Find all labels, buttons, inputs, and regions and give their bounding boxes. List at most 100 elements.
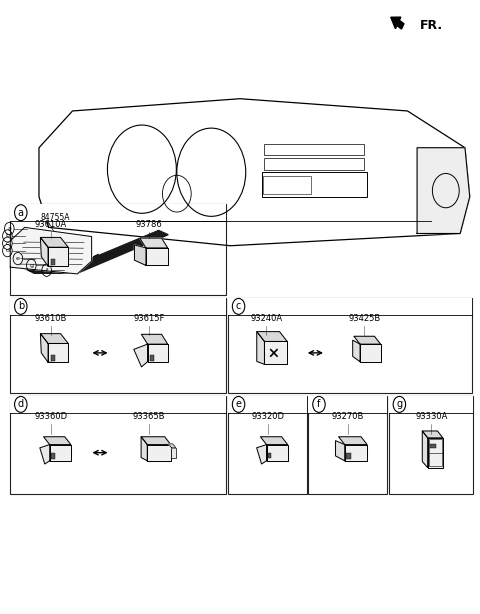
Bar (51, 258, 55, 265)
Text: c: c (6, 241, 9, 246)
Polygon shape (338, 437, 367, 445)
Polygon shape (147, 344, 168, 362)
Polygon shape (168, 444, 176, 448)
Polygon shape (24, 230, 168, 273)
Polygon shape (40, 333, 68, 343)
Text: b: b (18, 301, 24, 311)
Polygon shape (336, 441, 345, 460)
FancyBboxPatch shape (10, 298, 226, 393)
Polygon shape (134, 344, 147, 367)
Polygon shape (422, 431, 428, 467)
Polygon shape (428, 438, 443, 467)
Polygon shape (257, 332, 287, 341)
Polygon shape (141, 437, 147, 460)
Bar (264, 144, 364, 155)
Bar (51, 453, 55, 459)
Polygon shape (48, 343, 68, 362)
Text: e: e (236, 399, 241, 410)
FancyBboxPatch shape (389, 396, 473, 494)
Text: a: a (18, 208, 24, 217)
Polygon shape (354, 336, 381, 344)
FancyBboxPatch shape (10, 298, 226, 315)
Text: 93425B: 93425B (348, 314, 381, 323)
Polygon shape (48, 247, 68, 266)
Text: a: a (7, 226, 11, 231)
Bar (263, 176, 311, 194)
Text: d: d (18, 399, 24, 410)
Polygon shape (40, 333, 48, 362)
Text: g: g (29, 263, 33, 268)
Text: 93786: 93786 (136, 220, 162, 230)
Polygon shape (417, 148, 470, 233)
Bar (429, 440, 442, 466)
Circle shape (393, 397, 406, 413)
FancyBboxPatch shape (10, 396, 226, 413)
Circle shape (232, 298, 245, 314)
Bar (268, 453, 271, 458)
Polygon shape (353, 340, 360, 362)
Bar (150, 355, 154, 361)
FancyBboxPatch shape (309, 396, 387, 413)
Polygon shape (40, 238, 48, 266)
Polygon shape (39, 99, 470, 246)
Polygon shape (260, 437, 288, 445)
FancyBboxPatch shape (10, 204, 226, 221)
Text: g: g (396, 399, 402, 410)
Polygon shape (360, 344, 381, 362)
Text: 93360D: 93360D (35, 412, 68, 421)
Polygon shape (141, 437, 171, 445)
Polygon shape (40, 238, 68, 247)
Polygon shape (134, 245, 146, 265)
Circle shape (14, 204, 27, 220)
Text: 93365B: 93365B (133, 412, 165, 421)
Circle shape (232, 397, 245, 413)
Polygon shape (257, 445, 266, 464)
Text: 93330A: 93330A (415, 412, 448, 421)
Polygon shape (44, 437, 71, 445)
Circle shape (14, 298, 27, 314)
FancyBboxPatch shape (228, 298, 472, 393)
Text: 93610A: 93610A (35, 220, 67, 230)
FancyArrow shape (391, 17, 404, 29)
Polygon shape (147, 445, 171, 460)
Polygon shape (40, 445, 50, 464)
Polygon shape (50, 445, 71, 460)
Bar (264, 158, 364, 170)
FancyBboxPatch shape (228, 396, 307, 413)
Polygon shape (264, 341, 287, 364)
FancyBboxPatch shape (228, 298, 472, 315)
Bar (171, 448, 176, 457)
FancyBboxPatch shape (228, 396, 307, 494)
FancyBboxPatch shape (10, 396, 226, 494)
Text: 93615F: 93615F (133, 314, 165, 323)
FancyBboxPatch shape (389, 396, 473, 413)
Polygon shape (142, 334, 168, 344)
Polygon shape (345, 445, 367, 460)
Text: 93610B: 93610B (35, 314, 67, 323)
FancyBboxPatch shape (10, 204, 226, 295)
Text: f: f (317, 399, 321, 410)
Text: c: c (236, 301, 241, 311)
Bar (51, 355, 55, 362)
Text: 84755A: 84755A (41, 214, 71, 222)
Polygon shape (257, 332, 264, 364)
Polygon shape (422, 431, 443, 438)
Bar (347, 453, 350, 459)
Text: b: b (5, 233, 10, 238)
Bar (262, 172, 367, 196)
Text: 93240A: 93240A (250, 314, 282, 323)
Text: e: e (16, 256, 20, 261)
Text: d: d (5, 248, 10, 253)
Circle shape (313, 397, 325, 413)
Text: 93320D: 93320D (251, 412, 284, 421)
Circle shape (14, 397, 27, 413)
FancyBboxPatch shape (309, 396, 387, 494)
Polygon shape (266, 445, 288, 460)
Text: FR.: FR. (420, 18, 443, 32)
Text: f: f (46, 268, 48, 273)
Polygon shape (140, 238, 168, 248)
Polygon shape (10, 227, 92, 274)
Text: 93270B: 93270B (332, 412, 364, 421)
Bar (431, 444, 436, 448)
Polygon shape (146, 248, 168, 265)
